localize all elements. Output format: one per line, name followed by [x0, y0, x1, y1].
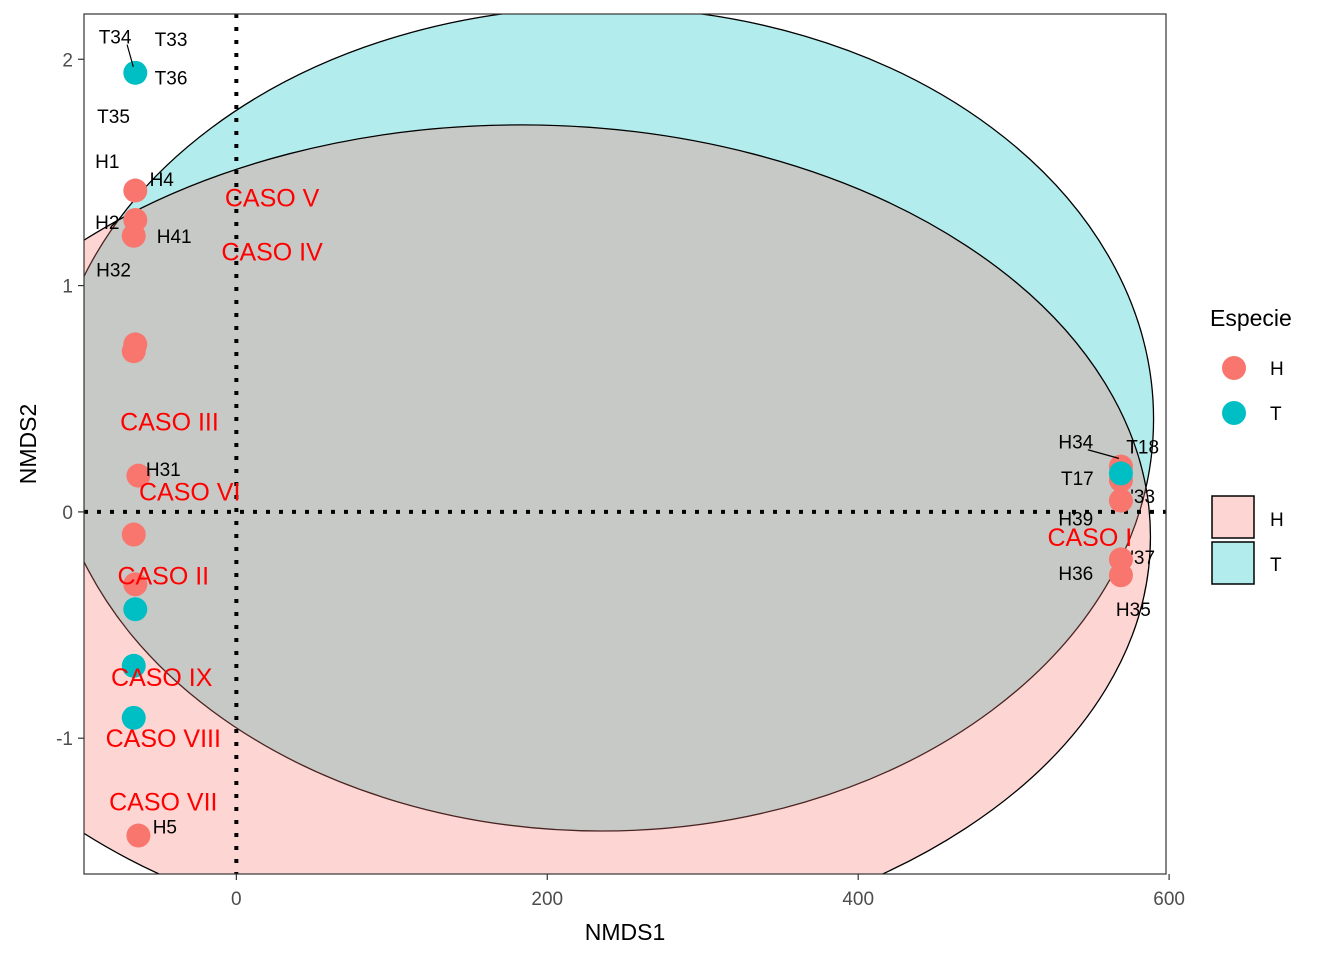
point-t-4: [1108, 461, 1133, 486]
ellipse-layer: [84, 14, 1155, 874]
legend-point-label-h: H: [1270, 359, 1284, 380]
point-label-h36: H36: [1058, 564, 1093, 585]
point-h-11: [1108, 488, 1133, 513]
point-label-h34: H34: [1058, 433, 1093, 454]
reference-lines: [84, 14, 1166, 874]
legend-point-t: [1222, 401, 1246, 425]
point-t-0: [123, 60, 148, 85]
point-label-h2: H2: [95, 213, 119, 234]
point-label-h32: H32: [96, 261, 131, 282]
label-layer: T34 T33 T36 T35 H1 H4 H2 H41 H32 H31 H34 T18 T17 '33 H…: [95, 28, 1159, 839]
point-h-7: [123, 572, 148, 597]
caso-label-caso-iii: CASO III: [120, 408, 219, 436]
point-t-1: [123, 597, 148, 622]
caso-label-caso-vi: CASO VI: [139, 479, 240, 507]
y-tick-label--1: -1: [56, 729, 73, 750]
point-h-0: [123, 178, 148, 203]
caso-label-caso-v: CASO V: [225, 184, 320, 212]
point-label-t18: T18: [1126, 437, 1159, 458]
point-label-37: '37: [1130, 548, 1155, 569]
caso-label-caso-ii: CASO II: [117, 562, 209, 590]
point-h-6: [121, 522, 146, 547]
legend-fill-label-h: H: [1270, 510, 1284, 531]
y-tick-label-0: 0: [62, 503, 73, 524]
y-tick-label-2: 2: [62, 50, 73, 71]
point-label-h31: H31: [146, 460, 181, 481]
point-h-5: [126, 463, 151, 488]
point-label-h39: H39: [1058, 510, 1093, 531]
point-label-t33: T33: [155, 30, 188, 51]
x-tick-label-400: 400: [842, 889, 874, 910]
caso-label-caso-iv: CASO IV: [221, 239, 323, 267]
point-t-2: [121, 653, 146, 678]
point-label-h4: H4: [150, 170, 175, 191]
x-tick-label-200: 200: [531, 889, 563, 910]
legend-point-label-t: T: [1270, 404, 1282, 425]
x-tick-label-0: 0: [231, 889, 242, 910]
legend-title: Especie: [1210, 305, 1292, 331]
point-label-t34: T34: [99, 28, 132, 49]
x-tick-label-600: 600: [1153, 889, 1185, 910]
legend: Especie H T H T: [1210, 305, 1292, 585]
caso-label-caso-i: CASO I: [1047, 524, 1132, 552]
panel-border: [83, 13, 1167, 875]
legend-fill-h: [1211, 495, 1255, 539]
ellipse-h: [84, 124, 1151, 874]
leader-line-0: [126, 44, 134, 68]
legend-fill-t: [1211, 541, 1255, 585]
caso-label-caso-ix: CASO IX: [111, 664, 213, 692]
legend-fill-label-t: T: [1270, 555, 1282, 576]
x-axis-title: NMDS1: [585, 919, 666, 945]
point-label-h5: H5: [153, 817, 177, 838]
point-label-h35: H35: [1116, 600, 1151, 621]
caso-label-caso-viii: CASO VIII: [106, 725, 221, 753]
legend-point-h: [1222, 356, 1246, 380]
y-axis-title: NMDS2: [15, 404, 41, 485]
point-h-13: [1108, 563, 1133, 588]
point-h-8: [126, 823, 151, 848]
point-label-h41: H41: [157, 227, 192, 248]
point-layer: [121, 44, 1133, 848]
axis-layer: 0 200 400 600 -1 0 1 2: [56, 50, 1185, 910]
point-h-4: [121, 339, 146, 364]
leader-line-1: [1087, 449, 1120, 459]
point-h-2: [121, 223, 146, 248]
point-t-3: [121, 705, 146, 730]
point-label-h1: H1: [95, 152, 119, 173]
point-label-t35: T35: [97, 107, 130, 128]
point-label-t36: T36: [155, 68, 188, 89]
caso-label-caso-vii: CASO VII: [109, 789, 217, 817]
point-label-33: '33: [1130, 487, 1155, 508]
y-tick-label-1: 1: [62, 277, 73, 298]
ellipse-t: [84, 14, 1155, 832]
point-label-t17: T17: [1061, 469, 1094, 490]
